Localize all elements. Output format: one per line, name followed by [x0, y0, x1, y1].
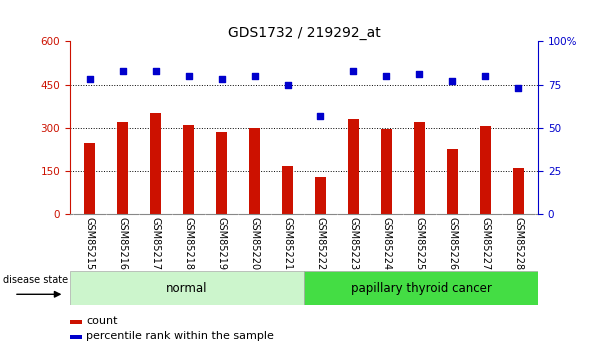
Text: GSM85223: GSM85223	[348, 217, 359, 270]
Bar	[70, 335, 81, 339]
Point	[216, 77, 226, 82]
Text: GSM85220: GSM85220	[249, 217, 260, 270]
Text: GSM85228: GSM85228	[513, 217, 523, 270]
Bar	[413, 122, 425, 214]
Text: percentile rank within the sample: percentile rank within the sample	[86, 331, 274, 341]
Point	[118, 68, 128, 73]
Title: GDS1732 / 219292_at: GDS1732 / 219292_at	[227, 26, 381, 40]
Bar	[249, 128, 260, 214]
Point	[151, 68, 161, 73]
Text: GSM85222: GSM85222	[316, 217, 325, 270]
Bar	[447, 149, 458, 214]
FancyBboxPatch shape	[70, 271, 304, 305]
Text: GSM85218: GSM85218	[184, 217, 193, 270]
Bar	[84, 144, 95, 214]
Text: GSM85227: GSM85227	[480, 217, 490, 270]
Point	[480, 73, 490, 79]
Bar	[183, 125, 195, 214]
Bar	[348, 119, 359, 214]
Text: GSM85219: GSM85219	[216, 217, 227, 270]
Bar	[513, 168, 524, 214]
Bar	[117, 122, 128, 214]
Bar	[381, 129, 392, 214]
Point	[513, 85, 523, 91]
Text: GSM85215: GSM85215	[85, 217, 95, 270]
FancyBboxPatch shape	[304, 271, 538, 305]
Text: GSM85225: GSM85225	[415, 217, 424, 270]
Text: count: count	[86, 316, 118, 326]
Bar	[480, 126, 491, 214]
Point	[283, 82, 292, 87]
Point	[85, 77, 95, 82]
Text: GSM85226: GSM85226	[447, 217, 457, 270]
Text: GSM85221: GSM85221	[283, 217, 292, 270]
Point	[382, 73, 392, 79]
Text: disease state: disease state	[4, 276, 69, 285]
Point	[348, 68, 358, 73]
Text: normal: normal	[166, 282, 208, 295]
Bar	[315, 177, 326, 214]
Bar	[70, 320, 81, 324]
Bar	[216, 132, 227, 214]
Text: papillary thyroid cancer: papillary thyroid cancer	[351, 282, 491, 295]
Bar	[282, 166, 293, 214]
Point	[415, 71, 424, 77]
Bar	[150, 113, 161, 214]
Point	[250, 73, 260, 79]
Point	[447, 78, 457, 84]
Text: GSM85224: GSM85224	[381, 217, 392, 270]
Point	[184, 73, 193, 79]
Text: GSM85216: GSM85216	[118, 217, 128, 270]
Text: GSM85217: GSM85217	[151, 217, 161, 270]
Point	[316, 113, 325, 118]
